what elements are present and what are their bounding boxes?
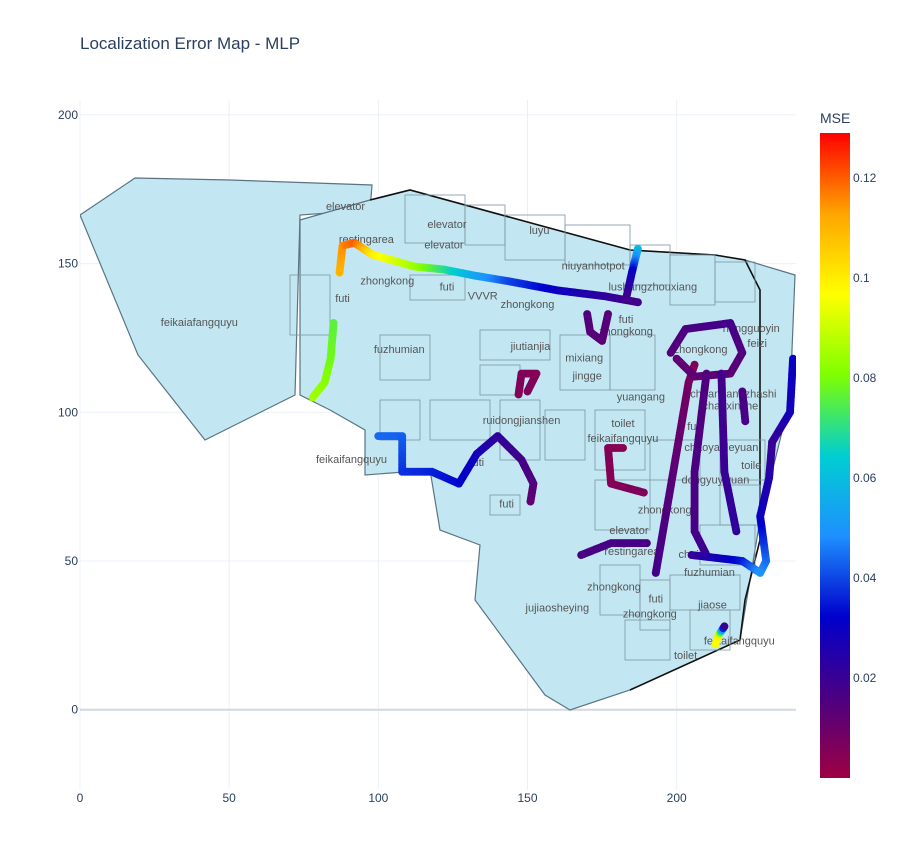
shop-label: ruidongjianshen — [483, 415, 561, 427]
x-tick-label: 0 — [77, 791, 84, 805]
colorbar-tick-label: 0.08 — [853, 371, 877, 385]
trajectory-series — [335, 238, 642, 307]
shop-label: futi — [335, 293, 350, 305]
trajectory-series — [717, 369, 741, 536]
colorbar-tick-label: 0.12 — [853, 171, 877, 185]
trajectory-point — [690, 360, 699, 369]
colorbar-tick-label: 0.04 — [853, 571, 877, 585]
shop-label: lushangzhouxiang — [608, 281, 697, 293]
y-tick-label: 100 — [58, 405, 78, 419]
shop-label: jiutianjia — [510, 341, 552, 353]
trajectory-series — [577, 539, 651, 560]
x-tick-label: 50 — [222, 791, 236, 805]
trajectory-series — [308, 319, 338, 402]
shop-label: niuyanhotpot — [562, 261, 625, 273]
shop-label: chaoxinzhe — [703, 400, 759, 412]
colorbar-ticks: 0.02 0.04 0.06 0.08 0.1 0.12 — [853, 171, 877, 685]
shop-label: VVVR — [468, 290, 498, 302]
trajectory-point — [621, 295, 630, 304]
shop-label: futi — [499, 498, 514, 510]
shop-label: elevator — [424, 240, 463, 252]
chart-title: Localization Error Map - MLP — [80, 34, 301, 53]
floorplan-outer-boundary — [369, 189, 761, 691]
shop-label: feikaifangquyu — [587, 433, 658, 445]
colorbar-tick-label: 0.1 — [853, 271, 870, 285]
trajectory-series — [690, 369, 711, 560]
shop-label: futi — [619, 314, 634, 326]
shop-label: toile — [741, 460, 761, 472]
shop-label: futi — [648, 594, 663, 606]
trajectory-series — [374, 432, 538, 506]
shop-label: feikaiafangquyu — [161, 317, 238, 329]
colorbar-tick-label: 0.02 — [853, 671, 877, 685]
shop-label: zhongkong — [623, 609, 677, 621]
trajectories — [308, 238, 796, 649]
shop-label: futi — [440, 281, 455, 293]
shop-label: feizi — [747, 338, 767, 350]
shop-label: toilet — [611, 418, 634, 430]
shop-label: zhongkong — [599, 326, 653, 338]
shop-label: fuzhumian — [374, 344, 425, 356]
y-tick-label: 50 — [65, 554, 79, 568]
shop-label: chuangangzhashi — [690, 388, 776, 400]
trajectory-point — [633, 298, 642, 307]
trajectory-series — [583, 310, 613, 345]
trajectory-series — [604, 443, 648, 497]
x-tick-label: 150 — [517, 791, 537, 805]
trajectory-point — [720, 622, 729, 631]
trajectory-point — [604, 310, 613, 319]
shop-label: luyu — [529, 225, 549, 237]
x-tick-label: 100 — [368, 791, 388, 805]
trajectory-point — [789, 354, 796, 363]
shop-label: jiaose — [697, 600, 727, 612]
y-tick-label: 200 — [58, 108, 78, 122]
axes: 0 50 100 150 200 0 50 100 150 200 — [58, 108, 687, 805]
trajectory-series — [738, 387, 750, 426]
y-tick-label: 150 — [58, 257, 78, 271]
y-tick-label: 0 — [71, 703, 78, 717]
shop-label: restingarea — [604, 546, 660, 558]
trajectory-point — [639, 488, 648, 497]
trajectory-series — [514, 369, 541, 399]
trajectory-series — [711, 622, 729, 649]
colorbar-bar — [820, 133, 850, 778]
x-tick-label: 200 — [667, 791, 687, 805]
trajectory-point — [526, 497, 535, 506]
shop-label: yuangang — [617, 391, 665, 403]
trajectory-series — [768, 354, 796, 447]
trajectory-point — [672, 354, 681, 363]
shop-label: jujiaosheying — [525, 603, 590, 615]
colorbar-title: MSE — [820, 110, 851, 126]
floorplan: elevator restingarea elevator elevator luyu n… — [80, 177, 796, 711]
trajectory-point — [642, 539, 651, 548]
trajectory-series — [666, 319, 747, 381]
shop-label: zhongkong — [587, 582, 641, 594]
shop-label: elevator — [427, 219, 466, 231]
shop-label: elevator — [326, 201, 365, 213]
shop-label: zhongkong — [501, 299, 555, 311]
trajectory-point — [523, 387, 532, 396]
shop-label: feikaifangquyu — [316, 454, 387, 466]
shop-labels: elevator restingarea elevator elevator luyu n… — [161, 201, 780, 662]
colorbar-tick-label: 0.06 — [853, 471, 877, 485]
colorbar: 0.02 0.04 0.06 0.08 0.1 0.12 — [820, 133, 877, 778]
shop-label: elevator — [609, 525, 648, 537]
shop-label: fuzhumian — [684, 567, 735, 579]
shop-label: zhongkong — [360, 275, 414, 287]
shop-label: mixiang — [565, 353, 603, 365]
trajectory-point — [732, 527, 741, 536]
trajectory-point — [329, 319, 338, 328]
trajectory-series — [621, 244, 642, 304]
shop-label: zhongkong — [674, 344, 728, 356]
trajectory-point — [741, 417, 750, 426]
shop-label: jingge — [571, 371, 601, 383]
shop-label: toilet — [674, 650, 697, 662]
